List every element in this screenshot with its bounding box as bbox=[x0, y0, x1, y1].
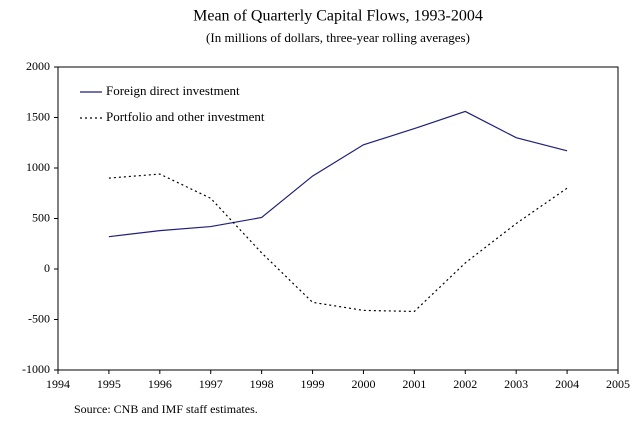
y-tick-label: 500 bbox=[32, 210, 50, 224]
y-tick-label: -500 bbox=[28, 311, 50, 325]
y-tick-label: 1500 bbox=[26, 109, 50, 123]
chart-subtitle: (In millions of dollars, three-year roll… bbox=[206, 30, 470, 45]
x-tick-label: 1999 bbox=[301, 377, 325, 391]
y-tick-label: 2000 bbox=[26, 59, 50, 73]
y-tick-label: 0 bbox=[44, 261, 50, 275]
x-tick-label: 1994 bbox=[46, 377, 70, 391]
legend-label: Foreign direct investment bbox=[106, 83, 240, 98]
x-tick-label: 2002 bbox=[453, 377, 477, 391]
y-tick-label: 1000 bbox=[26, 160, 50, 174]
x-tick-label: 1995 bbox=[97, 377, 121, 391]
x-tick-label: 1997 bbox=[199, 377, 223, 391]
line-series bbox=[108, 173, 568, 313]
x-tick-label: 2004 bbox=[555, 377, 579, 391]
x-tick-label: 2003 bbox=[504, 377, 528, 391]
legend-label: Portfolio and other investment bbox=[106, 109, 265, 124]
x-tick-label: 2000 bbox=[351, 377, 375, 391]
y-tick-label: -1000 bbox=[22, 362, 50, 376]
x-tick-label: 2005 bbox=[606, 377, 630, 391]
x-tick-label: 2001 bbox=[402, 377, 426, 391]
chart-title: Mean of Quarterly Capital Flows, 1993-20… bbox=[193, 8, 483, 25]
x-tick-label: 1998 bbox=[250, 377, 274, 391]
line-series bbox=[108, 110, 568, 238]
source-note: Source: CNB and IMF staff estimates. bbox=[74, 402, 258, 416]
x-tick-label: 1996 bbox=[148, 377, 172, 391]
